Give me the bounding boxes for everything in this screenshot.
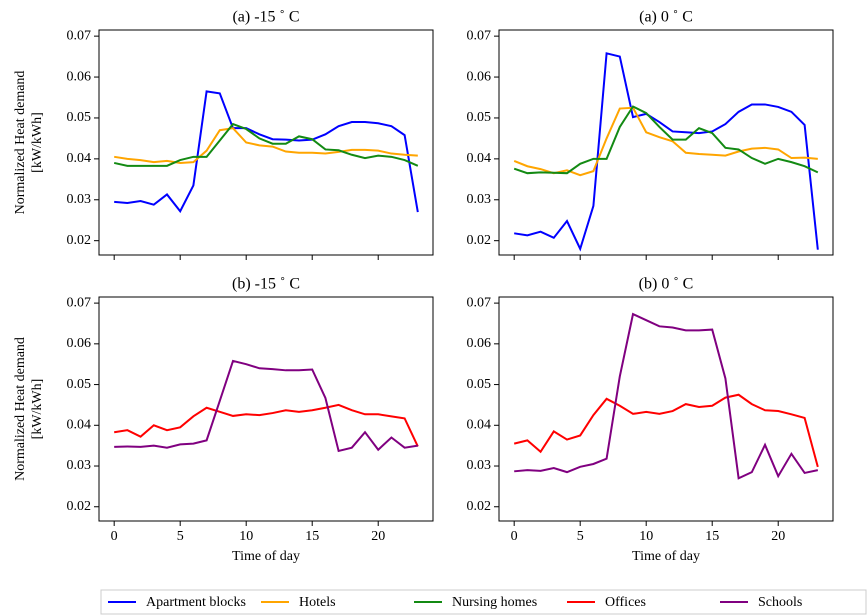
y-axis-label: [kW/kWh] <box>30 112 45 173</box>
x-axis-label: Time of day <box>232 549 300 564</box>
data-line <box>514 52 819 252</box>
legend-label: Schools <box>758 595 802 610</box>
x-tick-label: 20 <box>371 529 385 544</box>
data-line <box>513 106 818 177</box>
y-tick-label: 0.07 <box>467 28 492 43</box>
data-line <box>513 105 819 175</box>
y-tick-label: 0.04 <box>467 151 492 166</box>
y-tick-label: 0.05 <box>67 377 92 392</box>
y-tick-label: 0.02 <box>67 499 92 514</box>
x-tick-label: 0 <box>111 529 118 544</box>
y-tick-label: 0.07 <box>467 295 492 310</box>
x-tick-label: 10 <box>239 529 253 544</box>
y-tick-label: 0.02 <box>67 233 92 248</box>
data-line <box>114 127 418 164</box>
plot-frame <box>498 29 834 256</box>
x-tick-label: 5 <box>177 529 184 544</box>
data-line <box>114 403 419 447</box>
y-tick-label: 0.04 <box>67 418 92 433</box>
x-axis-label: Time of day <box>632 549 700 564</box>
x-tick-label: 15 <box>305 529 319 544</box>
y-tick-label: 0.06 <box>467 69 492 84</box>
data-line <box>113 122 419 167</box>
x-tick-label: 10 <box>639 529 653 544</box>
data-line <box>114 359 418 453</box>
y-tick-label: 0.05 <box>67 110 92 125</box>
x-tick-label: 20 <box>771 529 785 544</box>
y-tick-label: 0.04 <box>67 151 92 166</box>
x-tick-label: 15 <box>705 529 719 544</box>
plot-frame <box>498 296 834 522</box>
y-tick-label: 0.06 <box>67 69 92 84</box>
data-line <box>514 312 819 480</box>
data-line <box>114 90 419 214</box>
y-tick-label: 0.02 <box>467 233 492 248</box>
y-tick-label: 0.02 <box>467 499 492 514</box>
subplot-title: (a) 0 ˚ C <box>639 9 693 26</box>
y-tick-label: 0.07 <box>67 28 92 43</box>
y-tick-label: 0.03 <box>467 458 492 473</box>
y-tick-label: 0.06 <box>67 336 92 351</box>
y-tick-label: 0.03 <box>467 192 492 207</box>
x-tick-label: 5 <box>577 529 584 544</box>
x-tick-label: 0 <box>511 529 518 544</box>
y-tick-label: 0.07 <box>67 295 92 310</box>
y-tick-label: 0.03 <box>67 192 92 207</box>
y-axis-label: Normalized Heat demand <box>13 337 28 481</box>
y-axis-label: Normalized Heat demand <box>13 71 28 215</box>
y-tick-label: 0.03 <box>67 458 92 473</box>
y-tick-label: 0.05 <box>467 110 492 125</box>
subplot-title: (b) 0 ˚ C <box>639 276 694 293</box>
y-axis-label: [kW/kWh] <box>30 379 45 440</box>
legend-label: Offices <box>605 595 646 610</box>
y-tick-label: 0.05 <box>467 377 492 392</box>
legend-label: Apartment blocks <box>146 595 246 610</box>
subplot-title: (b) -15 ˚ C <box>232 276 300 293</box>
legend-label: Hotels <box>299 595 336 610</box>
y-tick-label: 0.04 <box>467 418 492 433</box>
legend-label: Nursing homes <box>452 595 537 610</box>
data-line <box>513 393 819 468</box>
y-tick-label: 0.06 <box>467 336 492 351</box>
plot-frame <box>98 29 434 256</box>
subplot-title: (a) -15 ˚ C <box>232 9 299 26</box>
plot-frame <box>98 296 434 522</box>
